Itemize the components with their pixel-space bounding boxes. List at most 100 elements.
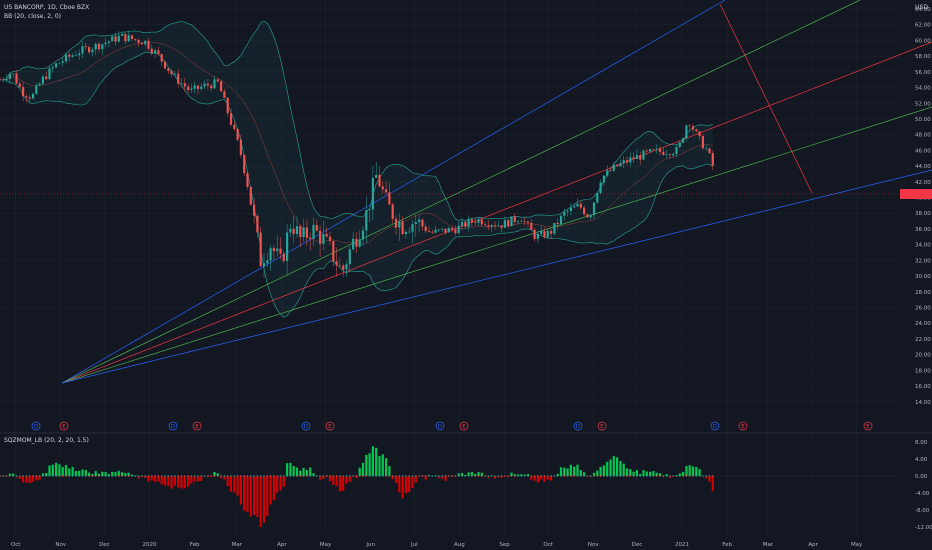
histogram-bar (649, 471, 652, 476)
candle-body (160, 54, 163, 62)
dividend-marker-circle[interactable] (31, 421, 41, 431)
candle-body (8, 73, 11, 79)
candle-body (305, 227, 308, 238)
squeeze-dot (365, 475, 367, 477)
candle-body (213, 79, 216, 89)
squeeze-dot (431, 475, 433, 477)
candle-body (447, 228, 450, 233)
candle-body (167, 68, 170, 71)
histogram-bar (239, 476, 242, 505)
dividend-marker-circle[interactable] (301, 421, 311, 431)
histogram-bar (94, 471, 97, 476)
dividend-marker-circle[interactable] (710, 421, 720, 431)
earnings-marker-circle[interactable] (597, 421, 607, 431)
histogram-bar (249, 476, 252, 517)
candle-body (652, 149, 655, 150)
gann-fan-line[interactable] (61, 169, 932, 384)
squeeze-momentum-legend[interactable]: SQZMOM_LB (20, 2, 20, 1.5) (4, 437, 89, 444)
histogram-bar (177, 476, 180, 488)
candle-body (322, 233, 325, 244)
squeeze-dot (685, 475, 688, 477)
candle-body (140, 42, 143, 45)
candle-body (695, 129, 698, 132)
candle-body (157, 50, 160, 55)
candle-body (137, 39, 140, 43)
gann-fan-line[interactable] (61, 0, 861, 384)
time-tick-label: Feb (722, 542, 732, 548)
symbol-title[interactable]: US BANCORP, 1D, Cboe BZX (4, 4, 90, 11)
candle-body (246, 173, 249, 187)
gann-fan-line[interactable] (61, 41, 932, 384)
oscillator-axis[interactable]: 8.00 4.00 0.00 -4.00 -8.00 -12.00 (915, 440, 932, 531)
gann-fan-line[interactable] (61, 106, 932, 384)
time-axis[interactable]: Oct Nov Dec 2020 Feb Mar Apr May Jun Jul Aug Sep Oct… (11, 542, 863, 548)
squeeze-dot (537, 475, 539, 477)
histogram-bar (520, 474, 523, 476)
histogram-bar (144, 476, 147, 478)
candle-body (513, 216, 516, 222)
price-tick-label: 26.00 (915, 305, 931, 311)
candle-body (474, 222, 477, 223)
squeeze-dot (649, 475, 651, 477)
candle-body (388, 192, 391, 205)
histogram-bar (487, 476, 490, 478)
squeeze-dot (698, 475, 701, 477)
candle-body (361, 230, 365, 240)
time-tick-label: Dec (99, 542, 110, 548)
earnings-marker-circle[interactable] (459, 421, 469, 431)
candle-body (665, 154, 668, 155)
squeeze-dot (530, 475, 532, 477)
squeeze-dot (517, 475, 519, 477)
squeeze-dot (619, 475, 622, 477)
squeeze-dot (263, 475, 265, 477)
squeeze-dot (167, 475, 169, 477)
candle-body (28, 97, 31, 99)
histogram-bar (28, 476, 31, 484)
dividend-marker-circle[interactable] (435, 421, 445, 431)
squeeze-dot (616, 475, 618, 477)
histogram-bar (187, 476, 190, 487)
candle-body (170, 70, 173, 75)
squeeze-dot (712, 475, 714, 477)
earnings-marker-circle[interactable] (325, 421, 335, 431)
candle-body (144, 40, 147, 45)
gann-fan-drawing[interactable] (61, 0, 932, 384)
histogram-bar (282, 476, 285, 487)
squeeze-dot (557, 475, 559, 477)
earnings-marker-circle[interactable] (863, 421, 873, 431)
price-tick-label: 20.00 (915, 353, 931, 359)
earnings-marker-circle[interactable] (192, 421, 202, 431)
price-axis[interactable]: 64.00 62.00 60.00 58.00 56.00 54.00 52.00 50.00… (915, 7, 931, 406)
bollinger-legend[interactable]: BB (20, close, 2, 0) (4, 13, 61, 20)
candle-body (289, 228, 292, 233)
oscillator-tick-label: 4.00 (915, 457, 928, 463)
squeeze-dot (639, 475, 641, 477)
price-tick-label: 28.00 (915, 290, 931, 296)
squeeze-dot (695, 475, 697, 477)
candle-body (130, 35, 134, 40)
squeeze-dot (329, 475, 331, 477)
histogram-bar (58, 464, 61, 476)
gann-fan-cross-line[interactable] (719, 3, 813, 194)
dividend-marker-circle[interactable] (573, 421, 583, 431)
squeeze-dot (9, 475, 11, 477)
dividend-marker-circle[interactable] (168, 421, 178, 431)
histogram-bar (150, 476, 153, 481)
earnings-marker-circle[interactable] (738, 421, 748, 431)
squeeze-dot (491, 475, 493, 477)
candle-body (38, 83, 41, 86)
candle-body (15, 73, 18, 84)
squeeze-dot (213, 475, 216, 477)
candle-body (299, 226, 302, 238)
gann-fan-line[interactable] (61, 0, 726, 384)
time-tick-label: Nov (588, 542, 599, 548)
candle-body (279, 248, 282, 254)
time-tick-label: 2021 (675, 542, 689, 548)
squeeze-dot (71, 475, 74, 477)
candle-body (685, 125, 688, 139)
candle-body (688, 125, 691, 127)
histogram-bar (55, 462, 58, 476)
earnings-marker-circle[interactable] (59, 421, 69, 431)
